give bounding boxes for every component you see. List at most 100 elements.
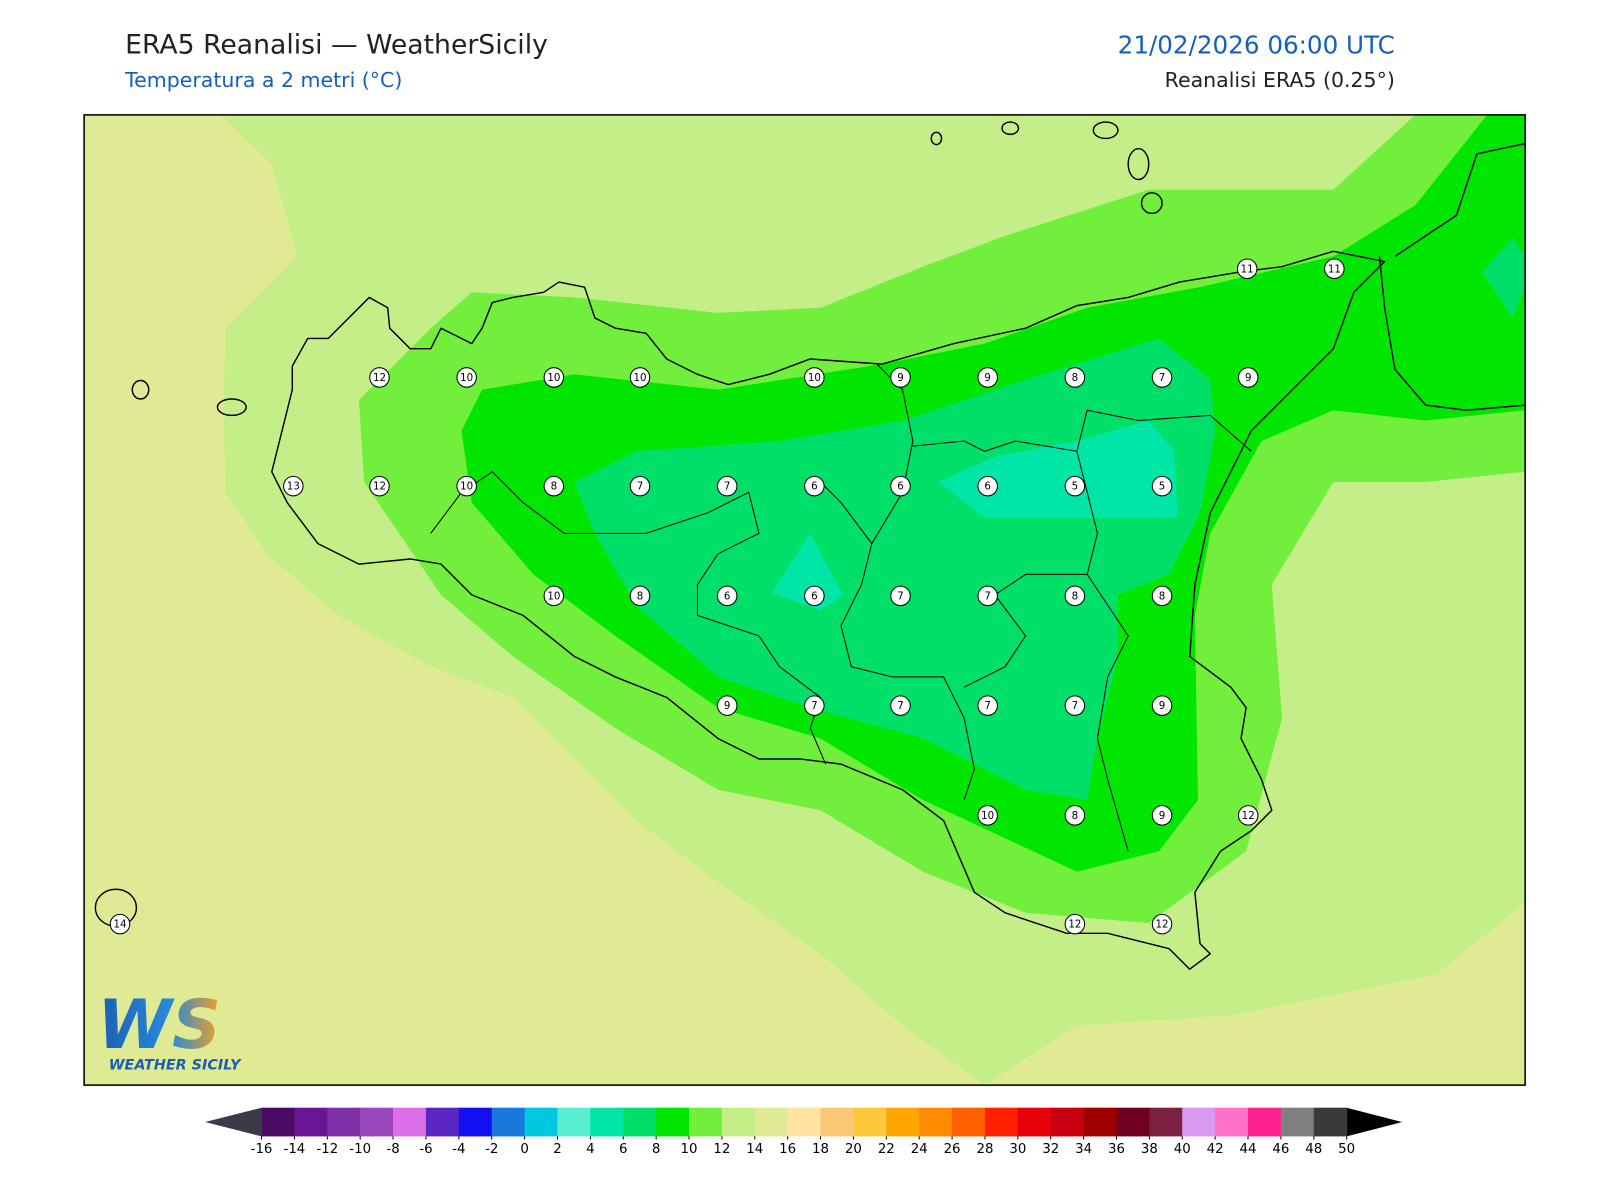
station-marker bbox=[977, 585, 998, 607]
station-marker bbox=[1064, 805, 1086, 826]
station-value: 9 bbox=[724, 700, 731, 712]
colorbar-tick-label: 4 bbox=[586, 1142, 594, 1157]
colorbar-swatch bbox=[425, 1107, 460, 1137]
station-value: 10 bbox=[981, 810, 994, 822]
colorbar-tick-label: 34 bbox=[1075, 1142, 1092, 1157]
station-marker bbox=[804, 367, 825, 388]
station-marker bbox=[804, 585, 825, 607]
station-value: 10 bbox=[460, 481, 473, 493]
colorbar-tick-label: 12 bbox=[713, 1142, 730, 1157]
station-value: 7 bbox=[724, 481, 731, 493]
field-6 bbox=[938, 420, 1178, 518]
province-border bbox=[430, 363, 1252, 852]
station-value: 5 bbox=[1072, 481, 1079, 493]
station-marker bbox=[1151, 367, 1173, 388]
station-value: 7 bbox=[984, 590, 991, 602]
colorbar-under bbox=[205, 1107, 262, 1137]
colorbar-swatch bbox=[754, 1107, 789, 1137]
station-value: 7 bbox=[637, 481, 644, 493]
station-value: 8 bbox=[1072, 590, 1079, 602]
colorbar-swatch bbox=[557, 1107, 591, 1137]
colorbar-tick-label: 6 bbox=[619, 1142, 627, 1157]
station-value: 8 bbox=[1072, 372, 1079, 384]
colorbar-tick-label: 28 bbox=[976, 1142, 993, 1157]
colorbar-tick-label: -2 bbox=[485, 1142, 498, 1157]
station-value: 12 bbox=[373, 372, 386, 384]
colorbar-tick-label: 42 bbox=[1207, 1142, 1224, 1157]
station-marker bbox=[1237, 367, 1259, 388]
station-value: 5 bbox=[1159, 481, 1166, 493]
station-marker bbox=[1151, 695, 1173, 716]
station-marker bbox=[1064, 585, 1086, 607]
station-value: 10 bbox=[547, 590, 560, 602]
colorbar-tick-label: 0 bbox=[520, 1142, 528, 1157]
colorbar-tick-label: -12 bbox=[316, 1142, 338, 1157]
station-value: 6 bbox=[811, 590, 818, 602]
station-value: 9 bbox=[1159, 810, 1166, 822]
island bbox=[1140, 192, 1163, 215]
colorbar-tick-label: 36 bbox=[1108, 1142, 1125, 1157]
station-value: 14 bbox=[113, 919, 126, 931]
colorbar-swatch bbox=[1215, 1107, 1249, 1137]
colorbar-tick-label: 32 bbox=[1042, 1142, 1059, 1157]
station-value: 6 bbox=[897, 481, 904, 493]
colorbar-over bbox=[1346, 1107, 1403, 1137]
station-marker bbox=[716, 695, 738, 716]
station-value: 13 bbox=[287, 481, 300, 493]
station-value: 11 bbox=[1241, 263, 1254, 275]
station-marker bbox=[543, 475, 565, 497]
colorbar-tick-label: 22 bbox=[878, 1142, 895, 1157]
colorbar-tick-label: 8 bbox=[652, 1142, 660, 1157]
station-marker bbox=[977, 805, 998, 826]
colorbar-swatch bbox=[458, 1107, 493, 1137]
colorbar-tick-label: 2 bbox=[553, 1142, 561, 1157]
colorbar-swatch bbox=[1182, 1107, 1216, 1137]
colorbar-swatch bbox=[853, 1107, 887, 1137]
logo-mark: WS bbox=[97, 985, 220, 1064]
colorbar-tick-label: -10 bbox=[349, 1142, 371, 1157]
island bbox=[930, 131, 943, 146]
island bbox=[216, 398, 247, 417]
colorbar-tick-label: 16 bbox=[779, 1142, 796, 1157]
station-marker bbox=[1064, 913, 1086, 935]
island bbox=[1127, 148, 1150, 181]
colorbar-tick-label: -16 bbox=[251, 1142, 273, 1157]
station-value: 7 bbox=[1072, 700, 1079, 712]
field-6 bbox=[771, 533, 844, 611]
station-marker bbox=[456, 475, 477, 497]
station-marker bbox=[804, 475, 825, 497]
colorbar-swatch bbox=[590, 1107, 624, 1137]
colorbar-tick-label: 50 bbox=[1338, 1142, 1355, 1157]
station-marker bbox=[1324, 258, 1345, 279]
station-marker bbox=[890, 695, 911, 716]
station-marker bbox=[629, 367, 651, 388]
colorbar-tick-label: 26 bbox=[944, 1142, 961, 1157]
station-marker bbox=[543, 367, 565, 388]
colorbar-swatch bbox=[1248, 1107, 1282, 1137]
station-value: 6 bbox=[724, 590, 731, 602]
station-marker bbox=[890, 585, 911, 607]
station-marker bbox=[1151, 585, 1173, 607]
station-marker bbox=[804, 695, 825, 716]
colorbar-swatch bbox=[1149, 1107, 1183, 1137]
island bbox=[1092, 121, 1119, 140]
station-value: 7 bbox=[897, 590, 904, 602]
colorbar-tick-label: 24 bbox=[911, 1142, 928, 1157]
station-value: 11 bbox=[1328, 263, 1341, 275]
station-value: 7 bbox=[984, 700, 991, 712]
colorbar-swatch bbox=[1017, 1107, 1052, 1137]
station-value: 12 bbox=[1156, 919, 1169, 931]
station-value: 8 bbox=[1159, 590, 1166, 602]
station-marker bbox=[543, 585, 565, 607]
colorbar-swatch bbox=[886, 1107, 920, 1137]
colorbar-swatch bbox=[623, 1107, 657, 1137]
island bbox=[1001, 121, 1020, 136]
colorbar-swatch bbox=[1313, 1107, 1348, 1137]
station-marker bbox=[456, 367, 477, 388]
colorbar-swatch bbox=[1280, 1107, 1315, 1137]
station-marker bbox=[1237, 805, 1259, 826]
station-marker bbox=[1236, 258, 1258, 279]
logo-name: WEATHER SICILY bbox=[109, 1058, 242, 1074]
station-value: 8 bbox=[551, 481, 558, 493]
